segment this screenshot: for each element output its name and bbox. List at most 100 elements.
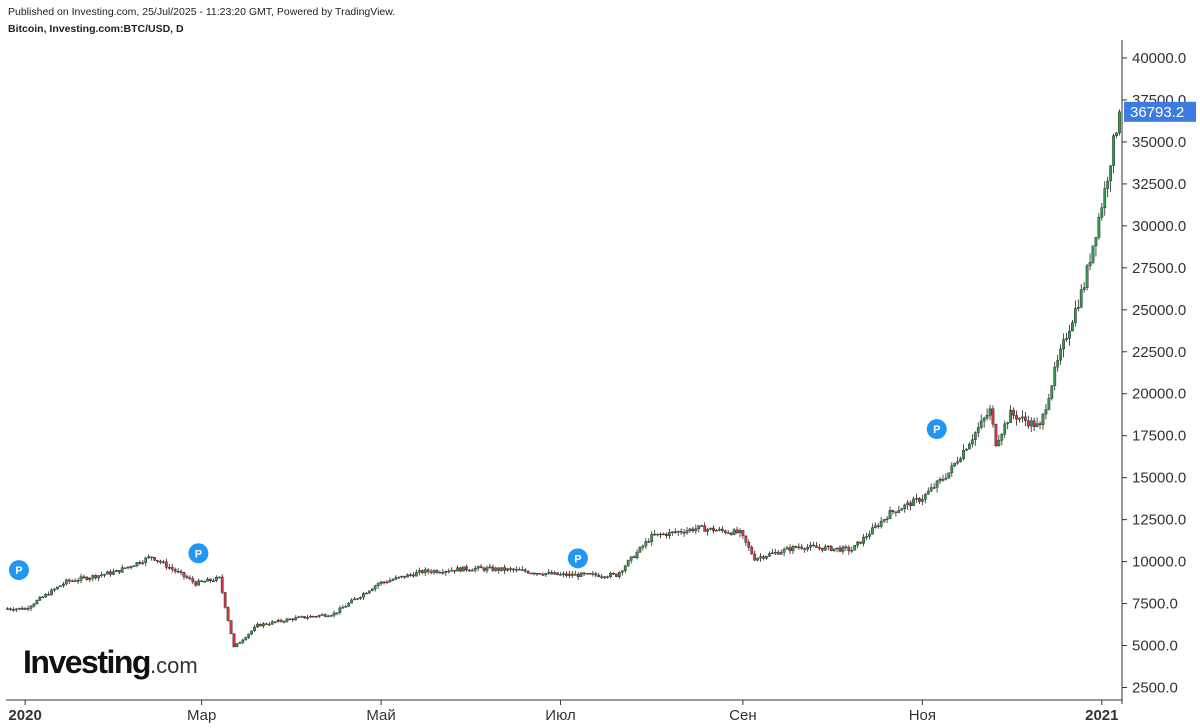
price-tick-label: 20000.0: [1132, 386, 1186, 403]
candle-down: [6, 608, 9, 610]
candle-down: [659, 533, 662, 536]
candle: [373, 584, 377, 592]
candle: [971, 434, 974, 448]
candle: [362, 591, 365, 600]
candle: [876, 523, 880, 529]
candle: [338, 605, 342, 615]
candle: [556, 572, 559, 576]
candle-up: [359, 596, 362, 599]
candle: [759, 553, 762, 562]
candle: [356, 598, 359, 600]
candle: [264, 622, 268, 626]
candle-up: [206, 578, 209, 582]
candle: [570, 570, 574, 578]
candle-down: [153, 557, 156, 561]
candle: [217, 576, 221, 579]
candle: [259, 623, 262, 627]
candle: [50, 588, 53, 596]
candle-up: [1009, 409, 1012, 423]
candle: [635, 549, 639, 560]
candle: [376, 581, 380, 589]
candle: [388, 577, 392, 583]
price-tick-label: 10000.0: [1132, 554, 1186, 571]
candle-up: [826, 545, 830, 548]
candle: [97, 575, 101, 582]
candle: [726, 530, 730, 534]
candle-down: [482, 567, 486, 571]
candle: [138, 560, 142, 565]
candle: [820, 547, 824, 553]
candle: [73, 578, 77, 582]
candle: [429, 568, 433, 575]
candle: [600, 573, 604, 580]
candle-up: [865, 536, 868, 538]
candle: [162, 559, 165, 564]
candle-up: [353, 598, 356, 601]
candle: [1018, 417, 1021, 423]
candle: [818, 543, 821, 551]
candle: [744, 535, 748, 546]
candle-up: [676, 531, 680, 533]
candle-up: [535, 573, 539, 575]
candle: [1009, 405, 1012, 423]
candle-up: [438, 572, 442, 574]
candle-down: [847, 547, 851, 552]
candle-down: [467, 569, 471, 572]
candle: [447, 568, 451, 574]
candle: [109, 569, 112, 577]
candle: [279, 618, 283, 623]
candle: [788, 544, 792, 555]
candle-down: [259, 623, 262, 627]
candle-down: [109, 571, 112, 575]
candle-up: [1059, 348, 1063, 361]
candle-down: [412, 574, 415, 577]
candle-up: [809, 544, 812, 548]
candle: [397, 576, 401, 580]
candle-up: [476, 566, 480, 569]
candle: [544, 573, 548, 577]
candle-up: [241, 639, 245, 643]
candle-up: [944, 477, 948, 480]
candle: [868, 530, 871, 540]
candle: [144, 556, 148, 567]
candle-up: [320, 614, 324, 616]
candle-up: [262, 623, 265, 627]
candle: [473, 565, 477, 573]
candle-up: [32, 603, 36, 607]
candle: [706, 527, 709, 536]
candle-down: [167, 567, 171, 569]
candle-up: [415, 572, 418, 577]
candle-up: [644, 541, 648, 547]
candle-down: [435, 570, 439, 573]
candle: [915, 493, 918, 503]
candle-up: [685, 530, 689, 534]
candle: [900, 507, 904, 511]
candle-up: [912, 498, 915, 507]
candle: [506, 567, 509, 572]
candle-up: [1021, 416, 1024, 419]
candle-up: [968, 443, 971, 450]
candle-up: [885, 518, 889, 520]
price-axis: 2500.0 5000.0 7500.0 10000.0 12500.0 15000.0 1…: [1121, 40, 1196, 704]
time-tick-label: Июл: [545, 707, 575, 724]
candle-down: [565, 573, 568, 576]
candle: [367, 590, 371, 595]
candle: [170, 563, 174, 573]
candle-up: [1091, 245, 1095, 263]
candle-up: [953, 462, 957, 466]
candle: [1000, 432, 1004, 446]
candle-up: [470, 569, 474, 572]
candle: [929, 483, 933, 492]
candle-down: [815, 545, 818, 548]
candle: [685, 527, 689, 535]
candle: [997, 434, 1001, 447]
candle: [679, 528, 683, 535]
candle: [1088, 253, 1092, 271]
candle: [750, 545, 754, 555]
candle: [585, 572, 589, 575]
candle: [812, 541, 815, 547]
candle: [979, 414, 983, 430]
last-price-bg: [1124, 101, 1196, 122]
candle-up: [853, 545, 857, 551]
